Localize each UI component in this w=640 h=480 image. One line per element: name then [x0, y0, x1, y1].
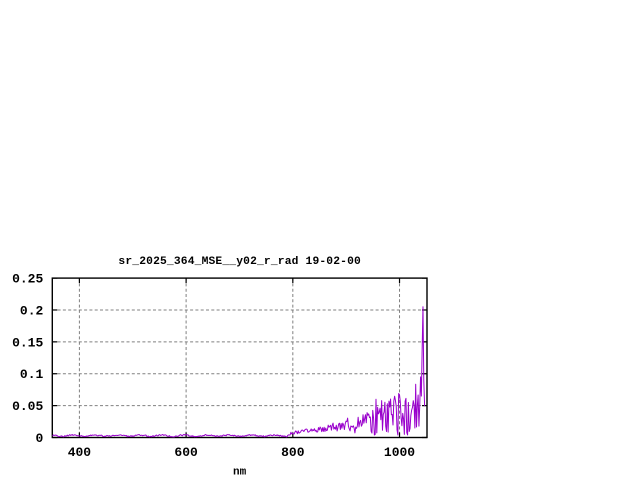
svg-text:0.1: 0.1 [20, 367, 44, 382]
svg-text:0.2: 0.2 [20, 303, 44, 318]
svg-text:400: 400 [68, 445, 92, 460]
svg-text:0.25: 0.25 [12, 272, 43, 287]
svg-text:0.15: 0.15 [12, 335, 43, 350]
svg-text:1000: 1000 [384, 445, 415, 460]
svg-text:0: 0 [35, 431, 43, 446]
svg-text:800: 800 [281, 445, 305, 460]
svg-text:sr_2025_364_MSE__y02_r_rad 19-: sr_2025_364_MSE__y02_r_rad 19-02-00 [118, 256, 361, 268]
svg-text:600: 600 [174, 445, 198, 460]
svg-text:0.05: 0.05 [12, 399, 43, 414]
svg-text:nm: nm [233, 467, 247, 479]
